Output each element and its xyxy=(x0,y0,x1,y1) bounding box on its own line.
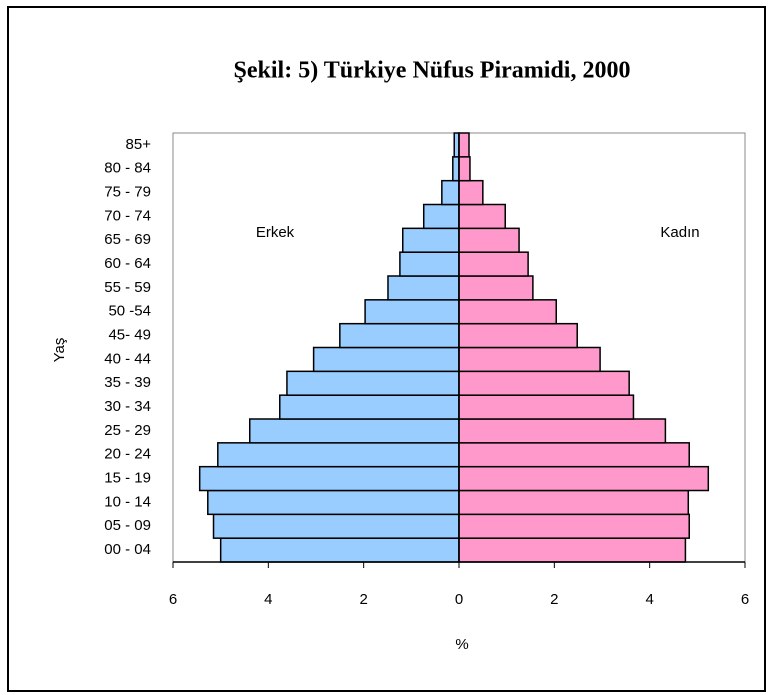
y-tick-label: 70 - 74 xyxy=(104,207,151,224)
bar xyxy=(458,537,687,563)
y-tick-label: 10 - 14 xyxy=(104,493,151,510)
bar xyxy=(458,465,710,492)
y-tick-label: 40 - 44 xyxy=(104,350,151,367)
x-tick-label: 2 xyxy=(359,591,367,608)
bar xyxy=(248,418,460,444)
bar xyxy=(458,346,601,373)
bar xyxy=(399,251,460,277)
x-tick-label: 6 xyxy=(169,591,177,608)
bar xyxy=(458,156,471,182)
y-tick-label: 50 -54 xyxy=(108,303,151,320)
bar xyxy=(312,346,460,373)
bar xyxy=(458,251,529,277)
bar xyxy=(458,275,534,301)
x-tick-label: 4 xyxy=(264,591,272,608)
bar xyxy=(207,489,460,516)
y-tick-label: 65 - 69 xyxy=(104,231,151,248)
bar xyxy=(458,513,690,539)
bar xyxy=(422,203,460,230)
y-axis-label: Yaş xyxy=(51,338,68,363)
y-tick-label: 35 - 39 xyxy=(104,374,151,391)
x-tick-label: 6 xyxy=(741,591,749,608)
bar xyxy=(364,299,460,325)
bar xyxy=(402,227,460,253)
y-tick-label: 45- 49 xyxy=(108,327,151,344)
bar xyxy=(458,489,690,516)
annotation: Kadın xyxy=(660,224,699,241)
y-tick-label: 15 - 19 xyxy=(104,470,151,487)
bar xyxy=(441,179,460,206)
bar xyxy=(458,442,690,468)
x-tick-label: 4 xyxy=(645,591,653,608)
y-tick-label: 20 - 24 xyxy=(104,446,151,463)
bar xyxy=(212,513,460,539)
annotation: Erkek xyxy=(256,224,295,241)
y-tick-label: 75 - 79 xyxy=(104,184,151,201)
y-tick-label: 30 - 34 xyxy=(104,398,151,415)
bar xyxy=(458,203,506,230)
bar xyxy=(458,227,520,253)
y-tick-label: 55 - 59 xyxy=(104,279,151,296)
bar xyxy=(458,179,484,206)
x-axis-label: % xyxy=(455,636,468,653)
bar xyxy=(198,465,460,492)
bar xyxy=(219,537,460,563)
bar xyxy=(458,394,635,420)
bar xyxy=(387,275,460,301)
y-tick-label: 80 - 84 xyxy=(104,160,151,177)
bar xyxy=(286,370,460,396)
bar xyxy=(458,418,667,444)
bar xyxy=(279,394,460,420)
y-tick-label: 00 - 04 xyxy=(104,541,151,558)
chart-title: Şekil: 5) Türkiye Nüfus Piramidi, 2000 xyxy=(234,58,631,84)
bar xyxy=(217,442,460,468)
bar xyxy=(452,156,460,182)
y-tick-label: 85+ xyxy=(126,136,152,153)
bar xyxy=(458,132,470,158)
y-tick-label: 25 - 29 xyxy=(104,422,151,439)
y-tick-label: 05 - 09 xyxy=(104,517,151,534)
x-tick-label: 2 xyxy=(550,591,558,608)
y-tick-label: 60 - 64 xyxy=(104,255,151,272)
x-tick-label: 0 xyxy=(455,591,463,608)
bar xyxy=(458,299,557,325)
bar xyxy=(458,370,630,396)
bar xyxy=(339,322,460,349)
bar xyxy=(458,322,578,349)
